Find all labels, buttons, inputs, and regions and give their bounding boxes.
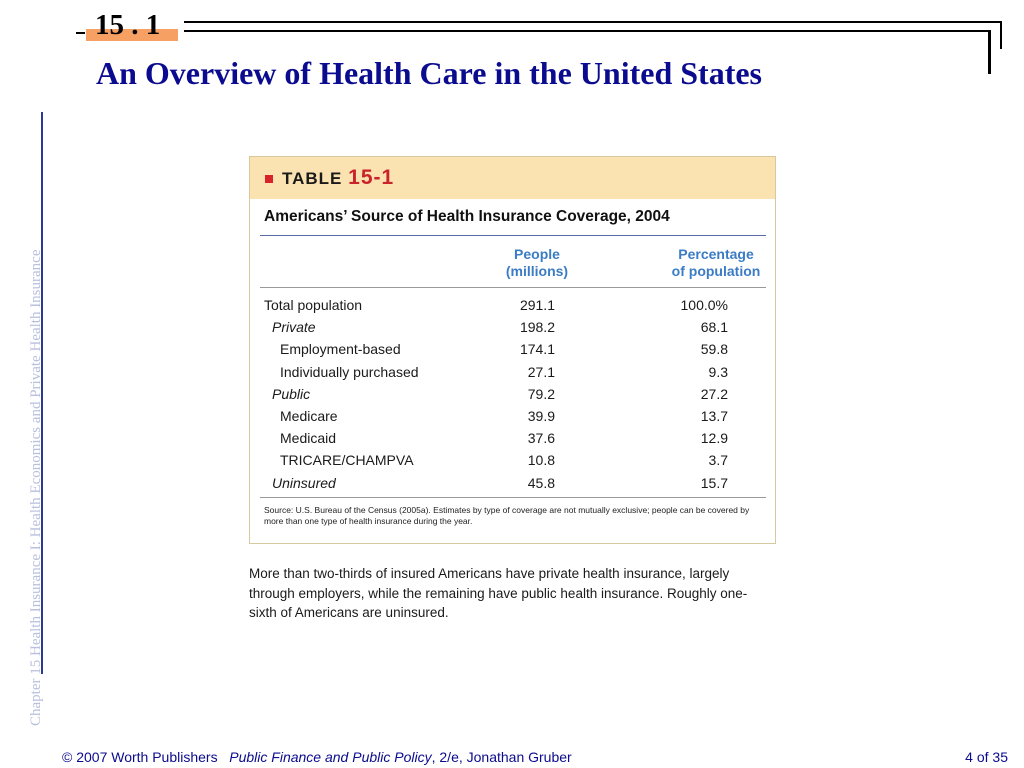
- table-row: Medicaid 37.6 12.9: [250, 427, 775, 449]
- table-title: Americans’ Source of Health Insurance Co…: [264, 208, 670, 225]
- table-row: Public 79.2 27.2: [250, 383, 775, 405]
- table-row: Uninsured 45.8 15.7: [250, 472, 775, 494]
- table-row: Private 198.2 68.1: [250, 316, 775, 338]
- table-row: Medicare 39.9 13.7: [250, 405, 775, 427]
- sidebar-chapter-text: Chapter 15 Health Insurance I: Health Ec…: [28, 249, 44, 727]
- table-caption: More than two-thirds of insured American…: [249, 566, 748, 620]
- header-corner-rule-inner: [988, 30, 991, 74]
- table-source-note: Source: U.S. Bureau of the Census (2005a…: [264, 505, 750, 526]
- page-number: 4 of 35: [965, 749, 1008, 765]
- row-label: Private: [272, 319, 316, 336]
- row-label: Total population: [264, 297, 363, 313]
- footer-credit: © 2007 Worth Publishers Public Finance a…: [62, 748, 572, 766]
- row-label: Medicare: [280, 408, 338, 424]
- footer-edition-author: , 2/e, Jonathan Gruber: [431, 749, 572, 765]
- row-percent-value: 59.8: [700, 341, 728, 358]
- section-number: 15 . 1: [95, 9, 161, 41]
- row-people-value: 10.8: [527, 452, 555, 469]
- column-header-rule: [260, 287, 766, 288]
- table-header-band: TABLE 15-1: [250, 157, 775, 199]
- table-label-prefix: TABLE: [282, 169, 343, 188]
- row-percent-value: 13.7: [700, 408, 728, 424]
- table-title-rule: [260, 235, 766, 236]
- row-label: Employment-based: [280, 341, 401, 358]
- row-percent-value: 12.9: [700, 430, 728, 447]
- header-rule-top: [184, 21, 1002, 23]
- sidebar-rule: [41, 112, 43, 674]
- table-row: TRICARE/CHAMPVA 10.8 3.7: [250, 449, 775, 471]
- table-row: Employment-based 174.1 59.8: [250, 338, 775, 360]
- column-header-people: People (millions): [487, 246, 587, 280]
- row-label: Individually purchased: [280, 363, 419, 380]
- row-percent-value: 3.7: [708, 452, 728, 469]
- row-percent-value: 9.3: [708, 363, 728, 380]
- row-label: TRICARE/CHAMPVA: [280, 452, 414, 469]
- slide-title: An Overview of Health Care in the United…: [96, 55, 762, 91]
- column-header-percentage-line1: Percentage: [678, 246, 754, 262]
- column-header-percentage-line2: of population: [671, 263, 761, 279]
- table-label: TABLE 15-1: [282, 167, 394, 190]
- column-header-percentage: Percentage of population: [658, 246, 774, 280]
- row-people-value: 27.1: [527, 363, 555, 380]
- row-people-value: 174.1: [519, 341, 555, 358]
- table-row: Individually purchased 27.1 9.3: [250, 361, 775, 383]
- table-bottom-rule: [260, 497, 766, 498]
- footer-copyright: © 2007 Worth Publishers: [62, 749, 218, 765]
- header-corner-rule: [1000, 21, 1002, 49]
- row-people-value: 198.2: [519, 319, 555, 336]
- row-percent-value: 100.0%: [680, 297, 728, 313]
- table-row: Total population 291.1 100.0%: [250, 294, 775, 316]
- header-rule-bottom: [184, 30, 990, 32]
- column-header-people-line2: (millions): [505, 263, 569, 279]
- footer-book-title: Public Finance and Public Policy: [229, 749, 432, 765]
- column-header-people-line1: People: [514, 246, 560, 262]
- row-percent-value: 27.2: [700, 385, 728, 402]
- row-percent-value: 68.1: [700, 319, 728, 336]
- row-people-value: 39.9: [527, 408, 555, 424]
- row-people-value: 291.1: [519, 297, 555, 313]
- row-people-value: 37.6: [527, 430, 555, 447]
- row-people-value: 45.8: [527, 474, 555, 491]
- row-people-value: 79.2: [527, 385, 555, 402]
- table-bullet-icon: [265, 175, 273, 183]
- row-label: Public: [272, 385, 311, 402]
- table-label-number: 15-1: [348, 166, 395, 189]
- row-label: Uninsured: [272, 474, 336, 491]
- section-number-highlight: [86, 29, 178, 41]
- row-percent-value: 15.7: [700, 474, 728, 491]
- row-label: Medicaid: [280, 430, 337, 447]
- table-card: TABLE 15-1 Americans’ Source of Health I…: [249, 156, 776, 544]
- header-left-dash: [76, 32, 85, 34]
